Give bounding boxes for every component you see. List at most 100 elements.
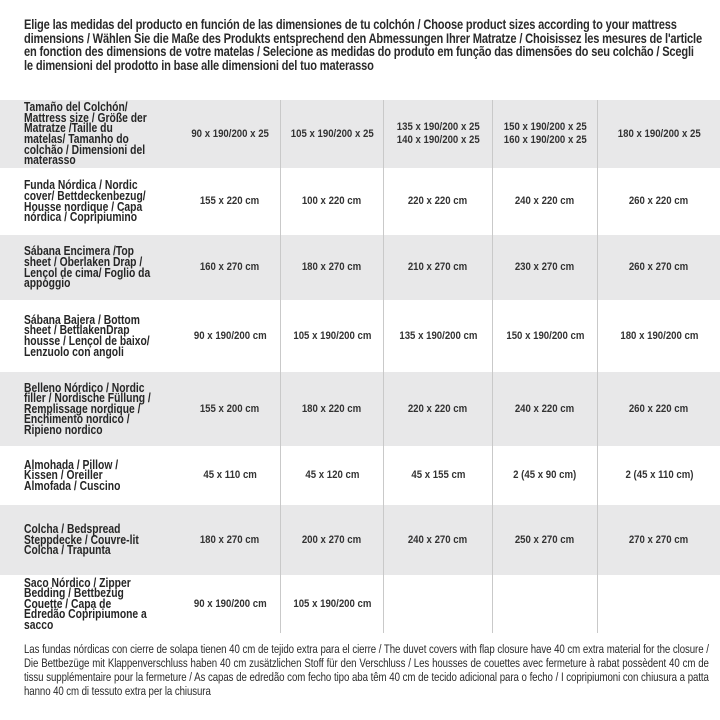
product-size: 210 x 270 cm bbox=[408, 261, 468, 273]
size-cell: 260 x 220 cm bbox=[597, 168, 720, 235]
product-size: 260 x 220 cm bbox=[629, 402, 689, 415]
size-cell: 150 x 190/200 cm bbox=[492, 300, 597, 372]
size-cell: 90 x 190/200 cm bbox=[180, 575, 280, 633]
column-header-cell: 135 x 190/200 x 25 140 x 190/200 x 25 bbox=[383, 100, 492, 168]
product-size: 220 x 220 cm bbox=[408, 195, 468, 207]
product-size: 45 x 155 cm bbox=[410, 469, 466, 481]
product-size: 45 x 120 cm bbox=[304, 469, 360, 481]
row-label-cell: Sábana Bajera / Bottom sheet / Bettlaken… bbox=[0, 300, 180, 372]
size-cell bbox=[492, 575, 597, 633]
product-size: 90 x 190/200 cm bbox=[193, 597, 267, 610]
column-header-cell: 90 x 190/200 x 25 bbox=[180, 100, 280, 168]
footnote-text: Las fundas nórdicas con cierre de solapa… bbox=[24, 642, 709, 698]
product-size: 260 x 270 cm bbox=[629, 261, 689, 273]
product-size: 180 x 270 cm bbox=[200, 533, 260, 546]
row-label: Saco Nórdico / Zipper Bedding / Bettbezu… bbox=[24, 575, 147, 632]
size-cell: 240 x 270 cm bbox=[383, 505, 492, 575]
size-cell bbox=[383, 575, 492, 633]
table-row: Saco Nórdico / Zipper Bedding / Bettbezu… bbox=[0, 575, 720, 633]
mattress-size: 150 x 190/200 x 25 160 x 190/200 x 25 bbox=[503, 121, 587, 146]
size-cell: 90 x 190/200 cm bbox=[180, 300, 280, 372]
row-label: Sábana Bajera / Bottom sheet / Bettlaken… bbox=[24, 312, 150, 359]
product-size: 100 x 220 cm bbox=[302, 195, 362, 207]
size-cell: 200 x 270 cm bbox=[280, 505, 383, 575]
row-label-cell: Sábana Encimera /Top sheet / Oberlaken D… bbox=[0, 235, 180, 300]
size-cell: 2 (45 x 90 cm) bbox=[492, 446, 597, 505]
size-cell bbox=[597, 575, 720, 633]
product-size: 220 x 220 cm bbox=[408, 402, 468, 415]
product-size: 45 x 110 cm bbox=[203, 469, 257, 481]
size-cell: 180 x 270 cm bbox=[180, 505, 280, 575]
mattress-size: 105 x 190/200 x 25 bbox=[290, 127, 374, 140]
size-cell: 45 x 110 cm bbox=[180, 446, 280, 505]
table-row: Almohada / Pillow / Kissen / Oreiller Al… bbox=[0, 446, 720, 505]
size-cell: 220 x 220 cm bbox=[383, 168, 492, 235]
product-size: 250 x 270 cm bbox=[515, 533, 575, 546]
table-row: Sábana Encimera /Top sheet / Oberlaken D… bbox=[0, 235, 720, 300]
row-label-cell: Funda Nórdica / Nordic cover/ Bettdecken… bbox=[0, 168, 180, 235]
size-cell: 180 x 220 cm bbox=[280, 372, 383, 446]
size-cell: 160 x 270 cm bbox=[180, 235, 280, 300]
size-cell: 240 x 220 cm bbox=[492, 372, 597, 446]
product-size: 90 x 190/200 cm bbox=[193, 329, 267, 342]
table-row: Sábana Bajera / Bottom sheet / Bettlaken… bbox=[0, 300, 720, 372]
size-cell: 250 x 270 cm bbox=[492, 505, 597, 575]
product-size: 2 (45 x 90 cm) bbox=[513, 469, 577, 481]
product-size: 155 x 200 cm bbox=[200, 402, 260, 415]
product-size: 150 x 190/200 cm bbox=[505, 329, 585, 342]
mattress-size: 90 x 190/200 x 25 bbox=[191, 127, 269, 140]
row-label: Funda Nórdica / Nordic cover/ Bettdecken… bbox=[24, 178, 146, 225]
row-label: Belleno Nórdico / Nordic filler / Nordis… bbox=[24, 380, 151, 437]
mattress-size: 180 x 190/200 x 25 bbox=[617, 127, 701, 140]
size-cell: 260 x 220 cm bbox=[597, 372, 720, 446]
size-cell: 45 x 155 cm bbox=[383, 446, 492, 505]
row-label: Tamaño del Colchón/ Mattress size / Größ… bbox=[24, 100, 147, 168]
product-size: 240 x 220 cm bbox=[515, 402, 575, 415]
size-cell: 230 x 270 cm bbox=[492, 235, 597, 300]
row-label-cell: Tamaño del Colchón/ Mattress size / Größ… bbox=[0, 100, 180, 168]
size-cell: 210 x 270 cm bbox=[383, 235, 492, 300]
product-size: 200 x 270 cm bbox=[302, 533, 362, 546]
size-cell: 180 x 190/200 cm bbox=[597, 300, 720, 372]
product-size: 240 x 220 cm bbox=[515, 195, 575, 207]
row-label: Colcha / Bedspread Steppdecke / Couvre-l… bbox=[24, 522, 139, 558]
column-header-cell: 105 x 190/200 x 25 bbox=[280, 100, 383, 168]
mattress-size: 135 x 190/200 x 25 140 x 190/200 x 25 bbox=[396, 121, 480, 146]
intro-text: Elige las medidas del producto en funció… bbox=[24, 17, 702, 74]
product-size: 2 (45 x 110 cm) bbox=[625, 469, 693, 481]
product-size: 230 x 270 cm bbox=[515, 261, 575, 273]
table-header-row: Tamaño del Colchón/ Mattress size / Größ… bbox=[0, 100, 720, 168]
size-cell: 270 x 270 cm bbox=[597, 505, 720, 575]
row-label-cell: Colcha / Bedspread Steppdecke / Couvre-l… bbox=[0, 505, 180, 575]
size-cell: 105 x 190/200 cm bbox=[280, 300, 383, 372]
product-size: 155 x 220 cm bbox=[200, 195, 260, 207]
table-row: Colcha / Bedspread Steppdecke / Couvre-l… bbox=[0, 505, 720, 575]
size-cell: 260 x 270 cm bbox=[597, 235, 720, 300]
row-label: Sábana Encimera /Top sheet / Oberlaken D… bbox=[24, 244, 151, 291]
size-cell: 45 x 120 cm bbox=[280, 446, 383, 505]
column-header-cell: 180 x 190/200 x 25 bbox=[597, 100, 720, 168]
row-label-cell: Almohada / Pillow / Kissen / Oreiller Al… bbox=[0, 446, 180, 505]
product-size: 180 x 270 cm bbox=[302, 261, 362, 273]
size-cell: 100 x 220 cm bbox=[280, 168, 383, 235]
size-cell: 240 x 220 cm bbox=[492, 168, 597, 235]
row-label-cell: Belleno Nórdico / Nordic filler / Nordis… bbox=[0, 372, 180, 446]
table-row: Funda Nórdica / Nordic cover/ Bettdecken… bbox=[0, 168, 720, 235]
product-size: 105 x 190/200 cm bbox=[292, 329, 372, 342]
product-size: 180 x 190/200 cm bbox=[619, 329, 699, 342]
size-cell: 105 x 190/200 cm bbox=[280, 575, 383, 633]
product-size: 135 x 190/200 cm bbox=[398, 329, 478, 342]
size-cell: 2 (45 x 110 cm) bbox=[597, 446, 720, 505]
product-size: 105 x 190/200 cm bbox=[292, 597, 372, 610]
table-row: Belleno Nórdico / Nordic filler / Nordis… bbox=[0, 372, 720, 446]
size-cell: 180 x 270 cm bbox=[280, 235, 383, 300]
row-label: Almohada / Pillow / Kissen / Oreiller Al… bbox=[24, 457, 121, 493]
size-cell: 155 x 220 cm bbox=[180, 168, 280, 235]
size-cell: 155 x 200 cm bbox=[180, 372, 280, 446]
size-cell: 220 x 220 cm bbox=[383, 372, 492, 446]
row-label-cell: Saco Nórdico / Zipper Bedding / Bettbezu… bbox=[0, 575, 180, 633]
product-size: 270 x 270 cm bbox=[629, 533, 689, 546]
product-size: 180 x 220 cm bbox=[302, 402, 362, 415]
product-size: 260 x 220 cm bbox=[629, 195, 689, 207]
column-header-cell: 150 x 190/200 x 25 160 x 190/200 x 25 bbox=[492, 100, 597, 168]
